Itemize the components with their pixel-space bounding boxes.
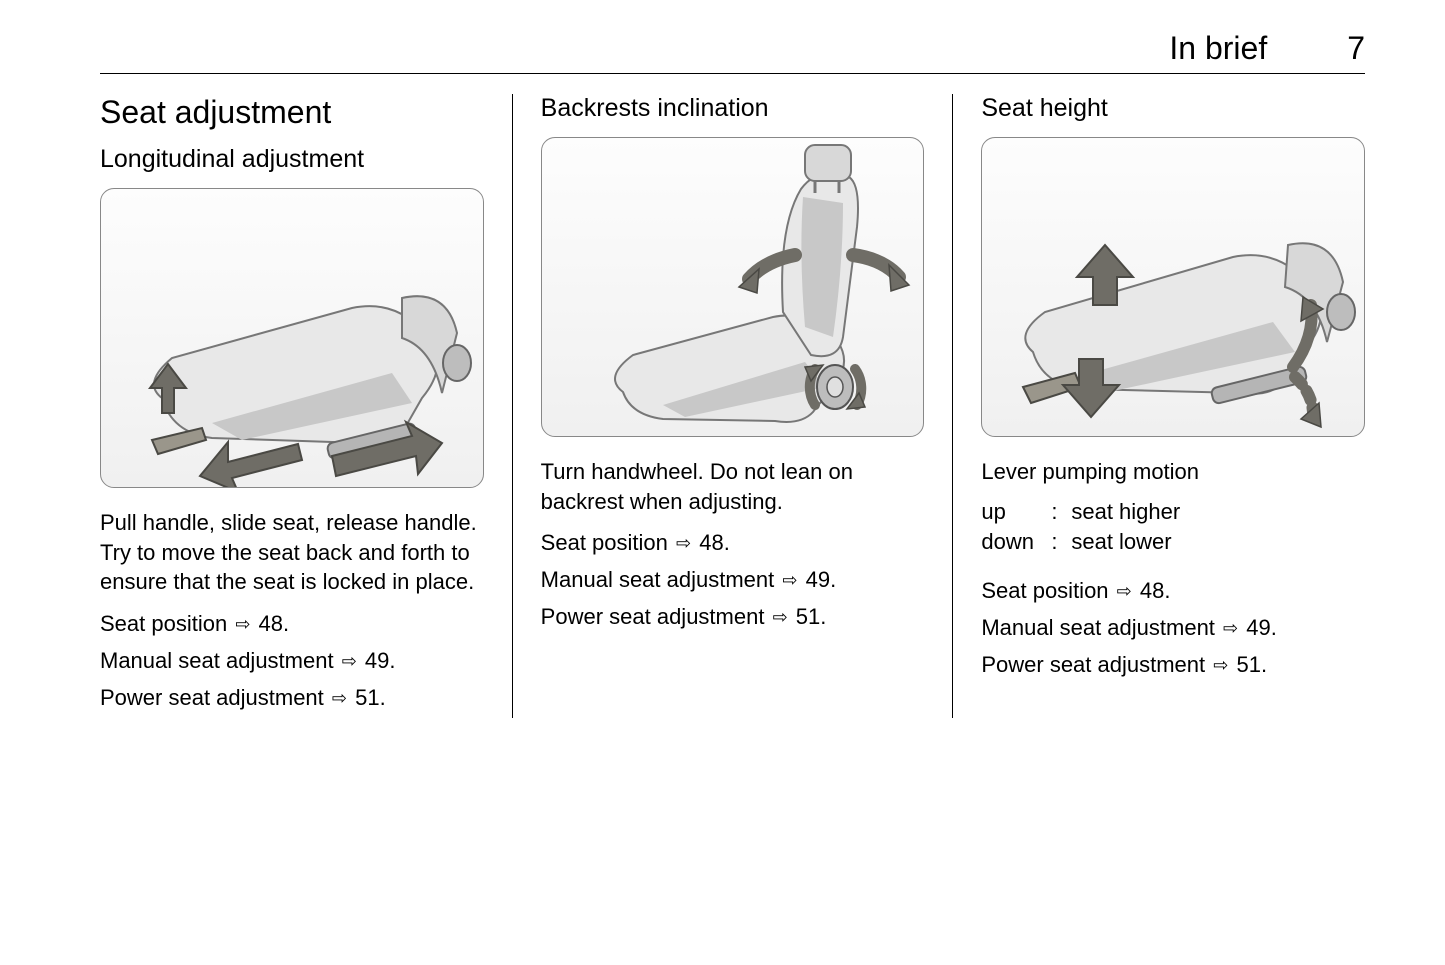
arrow-tilt-back-icon: [853, 255, 909, 291]
xref-label: Manual seat adjustment: [100, 648, 334, 673]
xref-page: 49.: [806, 567, 837, 592]
header-page-number: 7: [1347, 30, 1365, 67]
column-longitudinal: Seat adjustment Longitudinal adjustment: [100, 94, 512, 718]
xref-seat-position: Seat position ⇨ 48.: [100, 607, 484, 640]
lever-up-text: seat higher: [1071, 497, 1180, 528]
xref-label: Power seat adjustment: [981, 652, 1205, 677]
xref-label: Seat position: [541, 530, 668, 555]
body-text: Lever pumping motion: [981, 457, 1365, 487]
xref-manual-adjust: Manual seat adjustment ⇨ 49.: [541, 563, 925, 596]
xref-label: Manual seat adjustment: [981, 615, 1215, 640]
manual-page: In brief 7 Seat adjustment Longitudinal …: [0, 0, 1445, 748]
xref-label: Manual seat adjustment: [541, 567, 775, 592]
content-columns: Seat adjustment Longitudinal adjustment: [100, 94, 1365, 718]
body-text: Turn handwheel. Do not lean on backrest …: [541, 457, 925, 516]
xref-label: Power seat adjustment: [100, 685, 324, 710]
xref-icon: ⇨: [1117, 578, 1132, 605]
xref-icon: ⇨: [1213, 652, 1228, 679]
xref-page: 49.: [365, 648, 396, 673]
xref-label: Seat position: [981, 578, 1108, 603]
figure-seat-height: [981, 137, 1365, 437]
xref-seat-position: Seat position ⇨ 48.: [981, 574, 1365, 607]
xref-manual-adjust: Manual seat adjustment ⇨ 49.: [981, 611, 1365, 644]
xref-icon: ⇨: [676, 530, 691, 557]
column-seat-height: Seat height: [952, 94, 1365, 718]
xref-page: 49.: [1246, 615, 1277, 640]
xref-page: 48.: [259, 611, 290, 636]
xref-seat-position: Seat position ⇨ 48.: [541, 526, 925, 559]
xref-page: 51.: [355, 685, 386, 710]
body-text: Pull handle, slide seat, release handle.…: [100, 508, 484, 597]
xref-page: 48.: [699, 530, 730, 555]
seat-longitudinal-svg: [102, 188, 482, 488]
column-backrest: Backrests inclination: [512, 94, 953, 718]
lever-down-text: seat lower: [1071, 527, 1171, 558]
lever-direction-table: up : seat higher down : seat lower: [981, 497, 1365, 559]
lever-row-up: up : seat higher: [981, 497, 1365, 528]
arrow-backward-icon: [200, 442, 302, 488]
xref-power-adjust: Power seat adjustment ⇨ 51.: [541, 600, 925, 633]
page-header: In brief 7: [100, 30, 1365, 74]
xref-manual-adjust: Manual seat adjustment ⇨ 49.: [100, 644, 484, 677]
lever-up-label: up: [981, 497, 1051, 528]
section-title: Seat adjustment: [100, 94, 484, 131]
subsection-title: Seat height: [981, 94, 1365, 123]
subsection-title: Backrests inclination: [541, 94, 925, 123]
xref-page: 48.: [1140, 578, 1171, 603]
xref-icon: ⇨: [235, 611, 250, 638]
lever-sep: :: [1051, 527, 1071, 558]
xref-icon: ⇨: [342, 648, 357, 675]
xref-icon: ⇨: [332, 685, 347, 712]
xref-icon: ⇨: [773, 604, 788, 631]
seat-height-svg: [983, 137, 1363, 437]
seat-backrest-svg: [543, 137, 923, 437]
xref-label: Seat position: [100, 611, 227, 636]
figure-backrest-inclination: [541, 137, 925, 437]
arrow-pump-down-icon: [1295, 377, 1321, 427]
xref-page: 51.: [1236, 652, 1267, 677]
xref-icon: ⇨: [1223, 615, 1238, 642]
xref-power-adjust: Power seat adjustment ⇨ 51.: [100, 681, 484, 714]
xref-icon: ⇨: [782, 567, 797, 594]
lever-row-down: down : seat lower: [981, 527, 1365, 558]
xref-page: 51.: [796, 604, 827, 629]
subsection-title: Longitudinal adjustment: [100, 145, 484, 174]
lever-down-label: down: [981, 527, 1051, 558]
lever-sep: :: [1051, 497, 1071, 528]
figure-longitudinal-adjustment: [100, 188, 484, 488]
xref-label: Power seat adjustment: [541, 604, 765, 629]
header-section-title: In brief: [1169, 30, 1267, 67]
xref-power-adjust: Power seat adjustment ⇨ 51.: [981, 648, 1365, 681]
